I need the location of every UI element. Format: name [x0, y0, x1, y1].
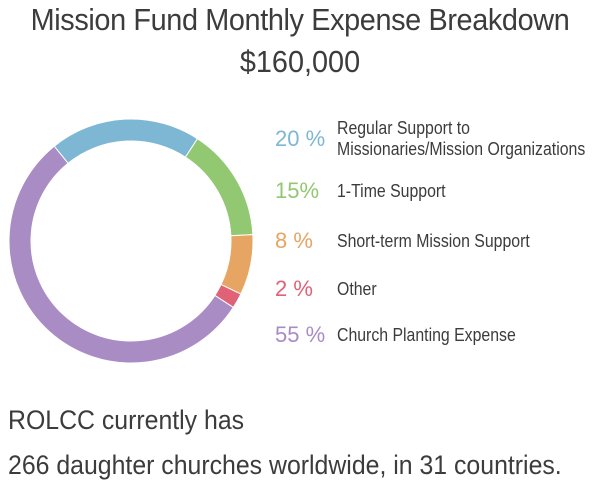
- donut-chart: [8, 118, 254, 364]
- legend-item-one-time-support: 15% 1-Time Support: [275, 178, 460, 204]
- legend-pct: 2 %: [275, 276, 313, 301]
- legend-item-church-planting: 55 % Church Planting Expense: [275, 322, 540, 348]
- donut-slice-regular-support: [53, 118, 199, 164]
- footer-line-2: 266 daughter churches worldwide, in 31 c…: [8, 450, 562, 480]
- legend-label: Other: [337, 279, 377, 300]
- legend-pct: 20 %: [275, 126, 326, 151]
- legend-label-line: Missionaries/Mission Organizations: [337, 139, 586, 159]
- legend-label: Regular Support to Missionaries/Mission …: [337, 118, 585, 160]
- legend-label-line: Other: [337, 278, 377, 299]
- footer-line-1: ROLCC currently has: [8, 405, 245, 435]
- donut-slice-church-planting: [8, 145, 235, 364]
- legend-pct: 15%: [275, 178, 320, 203]
- legend-item-other: 2 % Other: [275, 276, 382, 302]
- donut-slice-short-term: [220, 234, 254, 295]
- donut-slice-one-time-support: [184, 137, 254, 237]
- legend-label-line: Short-term Mission Support: [337, 230, 530, 251]
- legend-item-regular-support: 20 % Regular Support to Missionaries/Mis…: [275, 118, 600, 160]
- legend-pct: 55 %: [275, 322, 326, 347]
- legend-label-line: Regular Support to: [337, 118, 470, 138]
- legend-label: Church Planting Expense: [337, 325, 516, 346]
- legend-label-line: 1-Time Support: [337, 180, 446, 201]
- legend-pct: 8 %: [275, 228, 313, 253]
- legend-label: 1-Time Support: [337, 181, 446, 202]
- chart-subtitle: $160,000: [239, 44, 361, 79]
- chart-title: Mission Fund Monthly Expense Breakdown: [30, 2, 570, 37]
- legend-label-line: Church Planting Expense: [337, 324, 516, 345]
- legend-label: Short-term Mission Support: [337, 231, 530, 252]
- legend-item-short-term: 8 % Short-term Mission Support: [275, 228, 556, 254]
